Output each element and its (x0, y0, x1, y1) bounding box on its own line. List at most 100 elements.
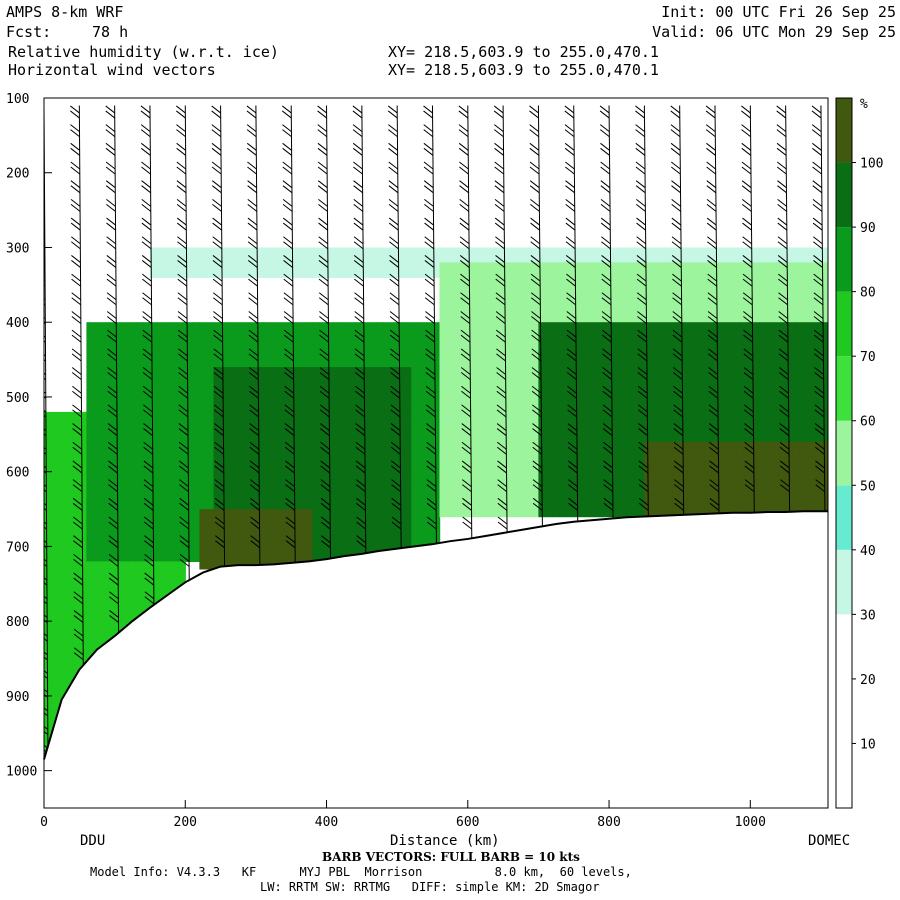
rh-cell (778, 247, 787, 256)
rh-cell (340, 254, 349, 263)
rh-cell (496, 269, 504, 278)
rh-cell (764, 262, 773, 271)
rh-cell (665, 359, 674, 368)
rh-cell (86, 568, 95, 577)
rh-cell (157, 434, 165, 443)
rh-cell (820, 396, 828, 405)
rh-cell (319, 434, 328, 443)
rh-cell (79, 516, 87, 525)
rh-cell (397, 322, 405, 331)
rh-cell (284, 411, 292, 420)
rh-cell (496, 382, 504, 391)
rh-cell (390, 524, 398, 533)
rh-cell (404, 501, 412, 510)
barb-tick (249, 479, 260, 488)
rh-cell (100, 441, 109, 450)
rh-cell (397, 337, 405, 346)
rh-cell (425, 344, 434, 353)
barb-tick (355, 390, 365, 399)
rh-cell (602, 479, 610, 488)
rh-cell (44, 516, 52, 525)
barb-tick (108, 572, 119, 581)
rh-cell (270, 254, 278, 263)
rh-cell (164, 516, 172, 525)
rh-cell (270, 269, 278, 278)
rh-cell (503, 352, 511, 361)
barb-tick (107, 404, 118, 413)
rh-cell (100, 524, 109, 533)
rh-cell (376, 531, 384, 540)
rh-cell (580, 262, 589, 271)
rh-cell (354, 509, 363, 518)
rh-cell (460, 247, 469, 256)
rh-cell (517, 292, 525, 301)
rh-cell (722, 411, 730, 420)
rh-cell (298, 538, 306, 547)
barb-tick (248, 353, 259, 362)
rh-cell (559, 494, 568, 503)
barb-tick (284, 353, 294, 362)
wind-barb-column (140, 105, 155, 608)
rh-cell (489, 254, 497, 263)
rh-cell (404, 538, 412, 547)
rh-cell (277, 404, 285, 413)
rh-cell (376, 269, 384, 278)
rh-cell (510, 284, 518, 293)
rh-cell (347, 329, 356, 338)
rh-cell (79, 419, 87, 428)
rh-cell (298, 471, 306, 480)
rh-cell (326, 247, 335, 256)
rh-cell (100, 613, 109, 622)
rh-cell (44, 434, 52, 443)
rh-cell (474, 262, 483, 271)
rh-cell (594, 389, 603, 398)
rh-cell (270, 247, 278, 256)
rh-cell (489, 426, 497, 435)
rh-cell (121, 598, 130, 607)
rh-cell (594, 479, 603, 488)
barb-tick (70, 236, 81, 245)
rh-cell (658, 419, 667, 428)
rh-cell (354, 546, 363, 555)
rh-cell (545, 419, 554, 428)
rh-cell (72, 621, 80, 630)
rh-cell (347, 509, 356, 518)
rh-cell (679, 292, 688, 301)
rh-cell (517, 344, 525, 353)
rh-cell (383, 524, 391, 533)
rh-cell (114, 479, 123, 488)
rh-cell (566, 374, 575, 383)
rh-cell (460, 419, 469, 428)
rh-cell (686, 479, 695, 488)
rh-cell (693, 359, 702, 368)
rh-cell (524, 449, 532, 458)
rh-cell (220, 337, 229, 346)
rh-cell (792, 284, 801, 293)
rh-cell (806, 329, 815, 338)
rh-cell (813, 367, 822, 376)
rh-cell (665, 471, 674, 480)
rh-cell (531, 441, 540, 450)
rh-cell (142, 516, 151, 525)
rh-cell (432, 269, 441, 278)
rh-cell (44, 568, 52, 577)
rh-cell (376, 396, 384, 405)
rh-cell (157, 441, 165, 450)
rh-cell (361, 411, 370, 420)
rh-cell (121, 322, 130, 331)
rh-cell (693, 486, 702, 495)
rh-cell (340, 337, 349, 346)
rh-cell (531, 307, 540, 316)
rh-cell (368, 546, 377, 555)
barb-tick (73, 558, 83, 567)
rh-cell (637, 344, 645, 353)
rh-cell (538, 307, 547, 316)
rh-cell (446, 337, 455, 346)
rh-cell (481, 247, 490, 256)
rh-cell (630, 509, 638, 518)
rh-cell (467, 404, 476, 413)
rh-cell (298, 426, 306, 435)
rh-cell (227, 456, 236, 465)
rh-cell (566, 404, 575, 413)
rh-cell (594, 456, 603, 465)
